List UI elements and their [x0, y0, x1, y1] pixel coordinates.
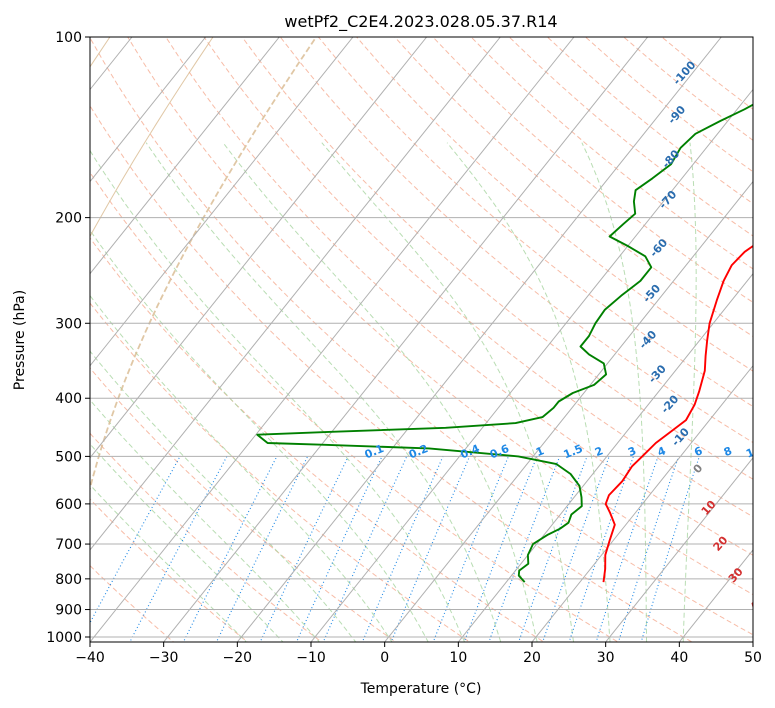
x-tick-label: 30 — [597, 650, 615, 666]
x-tick-label: 10 — [449, 650, 467, 666]
y-tick-label: 900 — [55, 603, 82, 619]
isotherm-line — [90, 37, 354, 367]
x-tick-label: 20 — [523, 650, 541, 666]
isotherm-line — [457, 272, 753, 642]
x-tick-label: −20 — [223, 650, 253, 666]
isotherm-line — [90, 37, 575, 642]
mixing-ratio-line — [568, 456, 634, 642]
mixing-ratio-label: 8 — [722, 444, 734, 459]
mixing-ratio-line — [463, 456, 538, 642]
mixing-ratio-line — [518, 456, 588, 642]
isotherm-line — [384, 180, 753, 642]
y-tick-label: 600 — [55, 497, 82, 513]
isotherm-line — [90, 37, 428, 459]
x-tick-label: −30 — [149, 650, 179, 666]
isotherm-line — [90, 37, 280, 275]
mixing-ratio-label: 3 — [626, 444, 638, 459]
x-tick-label: 40 — [670, 650, 688, 666]
dry-adiabat-line — [90, 302, 471, 642]
mixing-ratio-line — [617, 456, 680, 642]
dry-adiabat-line — [90, 171, 619, 642]
dry-adiabat-line — [394, 37, 753, 337]
y-tick-label: 700 — [55, 537, 82, 553]
mixing-ratio-line — [215, 456, 309, 642]
mixing-ratio-line — [432, 456, 510, 642]
mixing-ratio-line — [595, 456, 659, 642]
series-lines — [256, 103, 753, 583]
dry-adiabat-line — [90, 104, 693, 642]
x-tick-label: −40 — [75, 650, 105, 666]
x-tick-label: 0 — [380, 650, 389, 666]
moist-adiabat-label: 40 — [748, 593, 768, 613]
y-axis-label: Pressure (hPa) — [12, 290, 28, 390]
x-axis-label: Temperature (°C) — [360, 681, 482, 697]
dewpoint-profile-line — [256, 103, 753, 583]
isotherm-line — [605, 457, 753, 642]
dry-adiabat-line — [279, 37, 753, 444]
dry-adiabat-line — [241, 37, 753, 480]
y-tick-label: 400 — [55, 391, 82, 407]
mixing-ratio-label: 2 — [593, 444, 605, 459]
plot-frame — [89, 36, 754, 643]
dry-adiabat-line — [356, 37, 753, 372]
y-tick-label: 1000 — [46, 630, 82, 646]
grid-lines — [90, 37, 753, 642]
x-axis: −40 −30 −20 −10 0 10 20 30 40 50 — [75, 642, 762, 666]
mixing-ratio-label: 1 — [534, 444, 546, 459]
dry-adiabat-line — [90, 564, 175, 642]
y-tick-label: 100 — [55, 30, 82, 46]
isotherm-line — [90, 37, 207, 183]
dry-adiabat-line — [90, 498, 249, 642]
isotherm-line — [90, 37, 501, 551]
mixing-ratio-line — [259, 456, 349, 642]
isotherm-line — [310, 88, 753, 642]
isotherm-line — [236, 37, 722, 642]
mixing-ratio-line — [640, 456, 700, 642]
x-tick-label: −10 — [296, 650, 326, 666]
isotherm-line — [163, 37, 649, 642]
temperature-profile-line — [602, 244, 753, 583]
dry-adiabat-line — [90, 37, 753, 636]
y-axis: 100 200 300 400 500 600 700 800 900 1000 — [46, 30, 90, 646]
mixing-ratio-line — [542, 456, 610, 642]
dry-adiabat-line — [203, 37, 753, 518]
dry-adiabat-line — [90, 432, 323, 642]
y-tick-label: 500 — [55, 449, 82, 465]
chart-title: wetPf2_C2E4.2023.028.05.37.R14 — [284, 12, 557, 32]
mixing-ratio-label: 10 — [744, 443, 763, 461]
x-tick-label: 50 — [744, 650, 762, 666]
y-tick-label: 300 — [55, 316, 82, 332]
mixing-ratio-line — [182, 456, 278, 642]
y-tick-label: 200 — [55, 211, 82, 227]
y-tick-label: 800 — [55, 572, 82, 588]
plot-area: -100-90-80-70-60-50-40-30-20-100.1 0.2 0.4… — [90, 37, 768, 642]
